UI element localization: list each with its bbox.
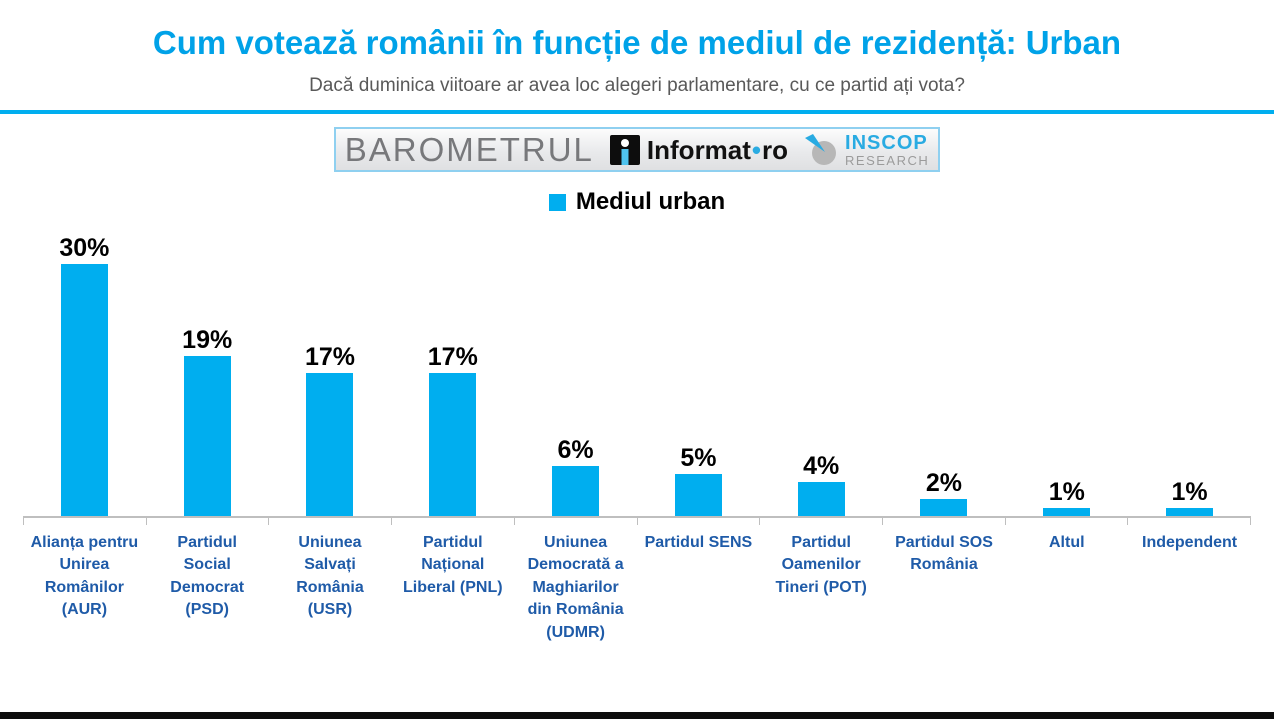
inscop-name: INSCOP xyxy=(845,131,928,154)
bar xyxy=(552,465,600,516)
axis-tick-cell xyxy=(638,518,761,525)
informat-ro-logo: Informat•ro xyxy=(609,134,788,165)
category-label: Partidul SENS xyxy=(644,534,753,551)
inscop-subname: RESEARCH xyxy=(845,152,930,168)
axis-tick-cell xyxy=(392,518,515,525)
category-label: Uniunea Democrată a Maghiarilor din Româ… xyxy=(527,534,624,641)
plot-area: 30% 19% 17% 17% 6% 5% 4% 2% 1% 1% xyxy=(23,232,1251,518)
inscop-logo: INSCOP RESEARCH xyxy=(804,132,929,168)
bar xyxy=(1166,507,1214,516)
bar-column: 1% xyxy=(1128,477,1251,516)
axis-tick-cell xyxy=(24,518,147,525)
informat-icon-stem xyxy=(621,148,629,165)
header-divider xyxy=(0,110,1274,114)
bar xyxy=(674,474,722,516)
inscop-logo-text: INSCOP RESEARCH xyxy=(845,133,929,167)
bar xyxy=(797,482,845,516)
axis-tick-cell xyxy=(760,518,883,525)
informat-icon-dot xyxy=(620,138,629,147)
bar-column: 2% xyxy=(883,471,1006,516)
bar xyxy=(306,373,354,516)
bar-value-label: 30% xyxy=(59,234,110,262)
bar-column: 19% xyxy=(146,328,269,516)
logo-strip: BAROMETRUL Informat•ro INSCOP RESEARCH xyxy=(334,127,940,172)
bar-value-label: 6% xyxy=(557,435,594,464)
axis-tick-cell xyxy=(515,518,638,525)
category-label: Partidul SOS România xyxy=(895,534,993,574)
axis-tick-cell xyxy=(269,518,393,525)
axis-tick-cell xyxy=(1006,518,1129,525)
category-label: Uniunea Salvați România (USR) xyxy=(296,534,364,619)
category-label: Alianța pentru Unirea Românilor (AUR) xyxy=(30,534,139,619)
bar-column: 30% xyxy=(23,236,146,516)
bar xyxy=(1043,507,1091,516)
bar-value-label: 4% xyxy=(803,452,840,481)
inscop-clock-icon xyxy=(805,133,837,165)
bar-value-label: 2% xyxy=(925,469,963,498)
bar-column: 5% xyxy=(637,446,760,516)
bar-chart: 30% 19% 17% 17% 6% 5% 4% 2% 1% 1% Alianța pentru … xyxy=(23,232,1252,644)
bar-column: 4% xyxy=(760,454,883,516)
category-label: Partidul Social Democrat (PSD) xyxy=(170,534,245,619)
legend-swatch xyxy=(548,193,566,211)
bar-column: 17% xyxy=(269,345,392,516)
x-axis-ticks xyxy=(23,518,1252,525)
chart-legend: Mediul urban xyxy=(0,188,1274,216)
axis-tick-cell xyxy=(1128,518,1252,525)
bar-column: 6% xyxy=(514,435,637,516)
bar-value-label: 17% xyxy=(304,343,356,372)
informat-tld: ro xyxy=(762,134,789,165)
category-label: Partidul Național Liberal (PNL) xyxy=(403,534,503,596)
page-subtitle: Dacă duminica viitoare ar avea loc alege… xyxy=(309,75,965,96)
bar-value-label: 19% xyxy=(182,326,233,355)
informat-logo-text: Informat•ro xyxy=(647,137,788,163)
axis-tick-cell xyxy=(147,518,270,525)
category-label: Partidul Oamenilor Tineri (POT) xyxy=(775,534,867,596)
page-title: Cum votează românii în funcție de mediul… xyxy=(152,24,1122,61)
barometrul-logo-text: BAROMETRUL xyxy=(344,131,594,168)
bar xyxy=(429,373,477,516)
category-label: Independent xyxy=(1142,534,1238,551)
bar-value-label: 17% xyxy=(427,343,478,372)
bar xyxy=(183,356,231,516)
x-axis-category-labels: Alianța pentru Unirea Românilor (AUR) Par… xyxy=(23,532,1251,644)
informat-i-icon xyxy=(609,134,640,165)
bar-value-label: 1% xyxy=(1048,477,1085,506)
category-label: Altul xyxy=(1049,534,1085,551)
axis-tick-cell xyxy=(883,518,1006,525)
bar-value-label: 5% xyxy=(680,444,717,472)
footer-bar xyxy=(0,712,1274,719)
bar-column: 17% xyxy=(391,345,514,516)
bar xyxy=(920,499,968,516)
bar-value-label: 1% xyxy=(1171,477,1208,506)
informat-dot: • xyxy=(751,134,762,165)
bar-column: 1% xyxy=(1005,477,1128,516)
legend-label: Mediul urban xyxy=(575,188,726,215)
informat-name: Informat xyxy=(646,134,751,165)
header: Cum votează românii în funcție de mediul… xyxy=(0,0,1274,97)
bar xyxy=(60,264,108,516)
